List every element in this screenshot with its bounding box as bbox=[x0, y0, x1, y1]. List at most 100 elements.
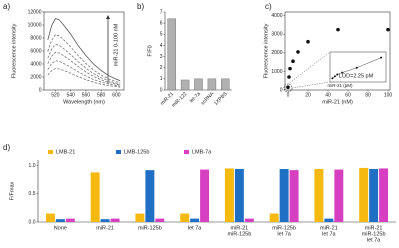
inset-point bbox=[333, 75, 336, 78]
zoom-line bbox=[291, 81, 331, 89]
panel-label: b) bbox=[137, 2, 144, 11]
inset-x-label: miR-21 (pM) bbox=[327, 83, 353, 88]
y-tick-label: 10000 bbox=[28, 22, 42, 28]
bar bbox=[65, 218, 75, 222]
x-tick-label: miR-125b bbox=[362, 231, 386, 237]
point bbox=[286, 85, 290, 90]
spectrum-line bbox=[47, 60, 121, 87]
bar bbox=[369, 169, 379, 222]
point bbox=[287, 75, 291, 79]
inset-point bbox=[341, 71, 344, 74]
y-tick-label: 4 bbox=[160, 43, 163, 49]
bar bbox=[221, 78, 230, 91]
inset-point bbox=[380, 56, 383, 59]
y-axis-label: Fluorescence intensity bbox=[263, 23, 269, 78]
bar bbox=[100, 219, 110, 222]
x-tick-label: 520 bbox=[51, 92, 60, 98]
x-tick-label: miR-21 bbox=[320, 225, 338, 231]
bar bbox=[279, 169, 289, 222]
bar bbox=[334, 169, 344, 222]
y-tick-label: 2 bbox=[160, 65, 163, 71]
y-tick-label: 6 bbox=[160, 20, 163, 26]
y-tick-label: 1.0 bbox=[29, 163, 36, 169]
x-tick-label: 580 bbox=[97, 92, 106, 98]
spectrum-line bbox=[47, 68, 121, 88]
inset-point bbox=[336, 73, 339, 76]
x-tick-label: let 7a bbox=[322, 231, 336, 237]
point bbox=[296, 50, 300, 54]
x-tick-label: miR-125b bbox=[138, 225, 162, 231]
x-tick-label: 600 bbox=[112, 92, 121, 98]
bar bbox=[269, 213, 279, 222]
spectrum-line bbox=[47, 44, 121, 85]
y-tick-label: 1 bbox=[160, 76, 163, 82]
x-tick-label: miR-125b bbox=[272, 225, 296, 231]
bar bbox=[244, 218, 254, 222]
x-tick-label: miR-21 bbox=[365, 225, 383, 231]
y-tick-label: 2000 bbox=[30, 74, 41, 80]
y-tick-label: 3 bbox=[160, 54, 163, 60]
y-tick-label: 6000 bbox=[30, 48, 41, 54]
spectrum-line bbox=[47, 18, 121, 82]
panel-label: d) bbox=[3, 143, 10, 152]
point bbox=[291, 59, 295, 64]
inset-annotation: LOD=2.25 pM bbox=[339, 73, 374, 79]
bar bbox=[289, 170, 299, 222]
y-tick-label: 4000 bbox=[271, 13, 282, 19]
x-axis-label: miR-21 (nM) bbox=[322, 99, 353, 105]
inset-point bbox=[331, 77, 334, 80]
bar bbox=[135, 213, 145, 222]
x-tick-label: let 7a bbox=[367, 237, 381, 243]
point bbox=[288, 66, 292, 71]
y-tick-label: 12000 bbox=[28, 9, 42, 15]
y-tick-label: 0 bbox=[280, 87, 283, 93]
spectrum-line bbox=[47, 34, 121, 84]
x-tick-label: miR-21 bbox=[231, 225, 249, 231]
y-tick-label: 0.5 bbox=[29, 191, 36, 197]
x-tick-label: miR-122 bbox=[171, 91, 189, 109]
legend-label: LMB-21 bbox=[56, 150, 75, 156]
legend-swatch bbox=[116, 150, 121, 154]
x-tick-label: miR-125b bbox=[227, 231, 251, 237]
bar bbox=[145, 170, 155, 222]
bar bbox=[167, 18, 176, 91]
x-tick-label: 100 bbox=[384, 92, 393, 98]
bar bbox=[180, 213, 190, 222]
x-tick-label: 60 bbox=[345, 92, 351, 98]
y-tick-label: 5 bbox=[160, 32, 163, 38]
bar bbox=[55, 219, 65, 222]
y-tick-label: 4000 bbox=[30, 61, 41, 67]
bar bbox=[180, 79, 190, 91]
bar bbox=[194, 78, 203, 91]
plot-frame bbox=[284, 11, 391, 91]
y-axis-label: Fluorescence intensity bbox=[11, 23, 17, 78]
panel-label: a) bbox=[3, 2, 10, 11]
plot-frame bbox=[43, 11, 125, 91]
y-tick-label: 2000 bbox=[271, 50, 282, 56]
bar bbox=[190, 218, 200, 222]
x-tick-label: 560 bbox=[82, 92, 91, 98]
x-tick-label: miR-21 bbox=[96, 225, 114, 231]
legend-label: LMB-125b bbox=[124, 150, 149, 156]
bar bbox=[314, 169, 324, 222]
y-tick-label: 3000 bbox=[271, 32, 282, 38]
x-tick-label: None bbox=[54, 225, 67, 231]
bar bbox=[207, 78, 217, 91]
y-tick-label: 0.0 bbox=[29, 219, 36, 225]
annotation: miR-21 0-100 nM bbox=[113, 23, 119, 66]
point bbox=[386, 27, 390, 32]
legend-label: LMB-7a bbox=[192, 150, 212, 156]
legend-swatch bbox=[48, 150, 53, 154]
x-tick-label: 20 bbox=[305, 92, 311, 98]
point bbox=[306, 39, 310, 44]
x-tick-label: 80 bbox=[365, 92, 371, 98]
spectrum-line bbox=[47, 51, 121, 86]
bar bbox=[200, 169, 210, 222]
point bbox=[336, 27, 340, 32]
x-tick-label: 1XPBS bbox=[213, 91, 229, 107]
x-tick-label: 40 bbox=[325, 92, 331, 98]
bar bbox=[324, 218, 334, 222]
y-tick-label: 8000 bbox=[30, 35, 41, 41]
panel-label: c) bbox=[265, 2, 272, 11]
